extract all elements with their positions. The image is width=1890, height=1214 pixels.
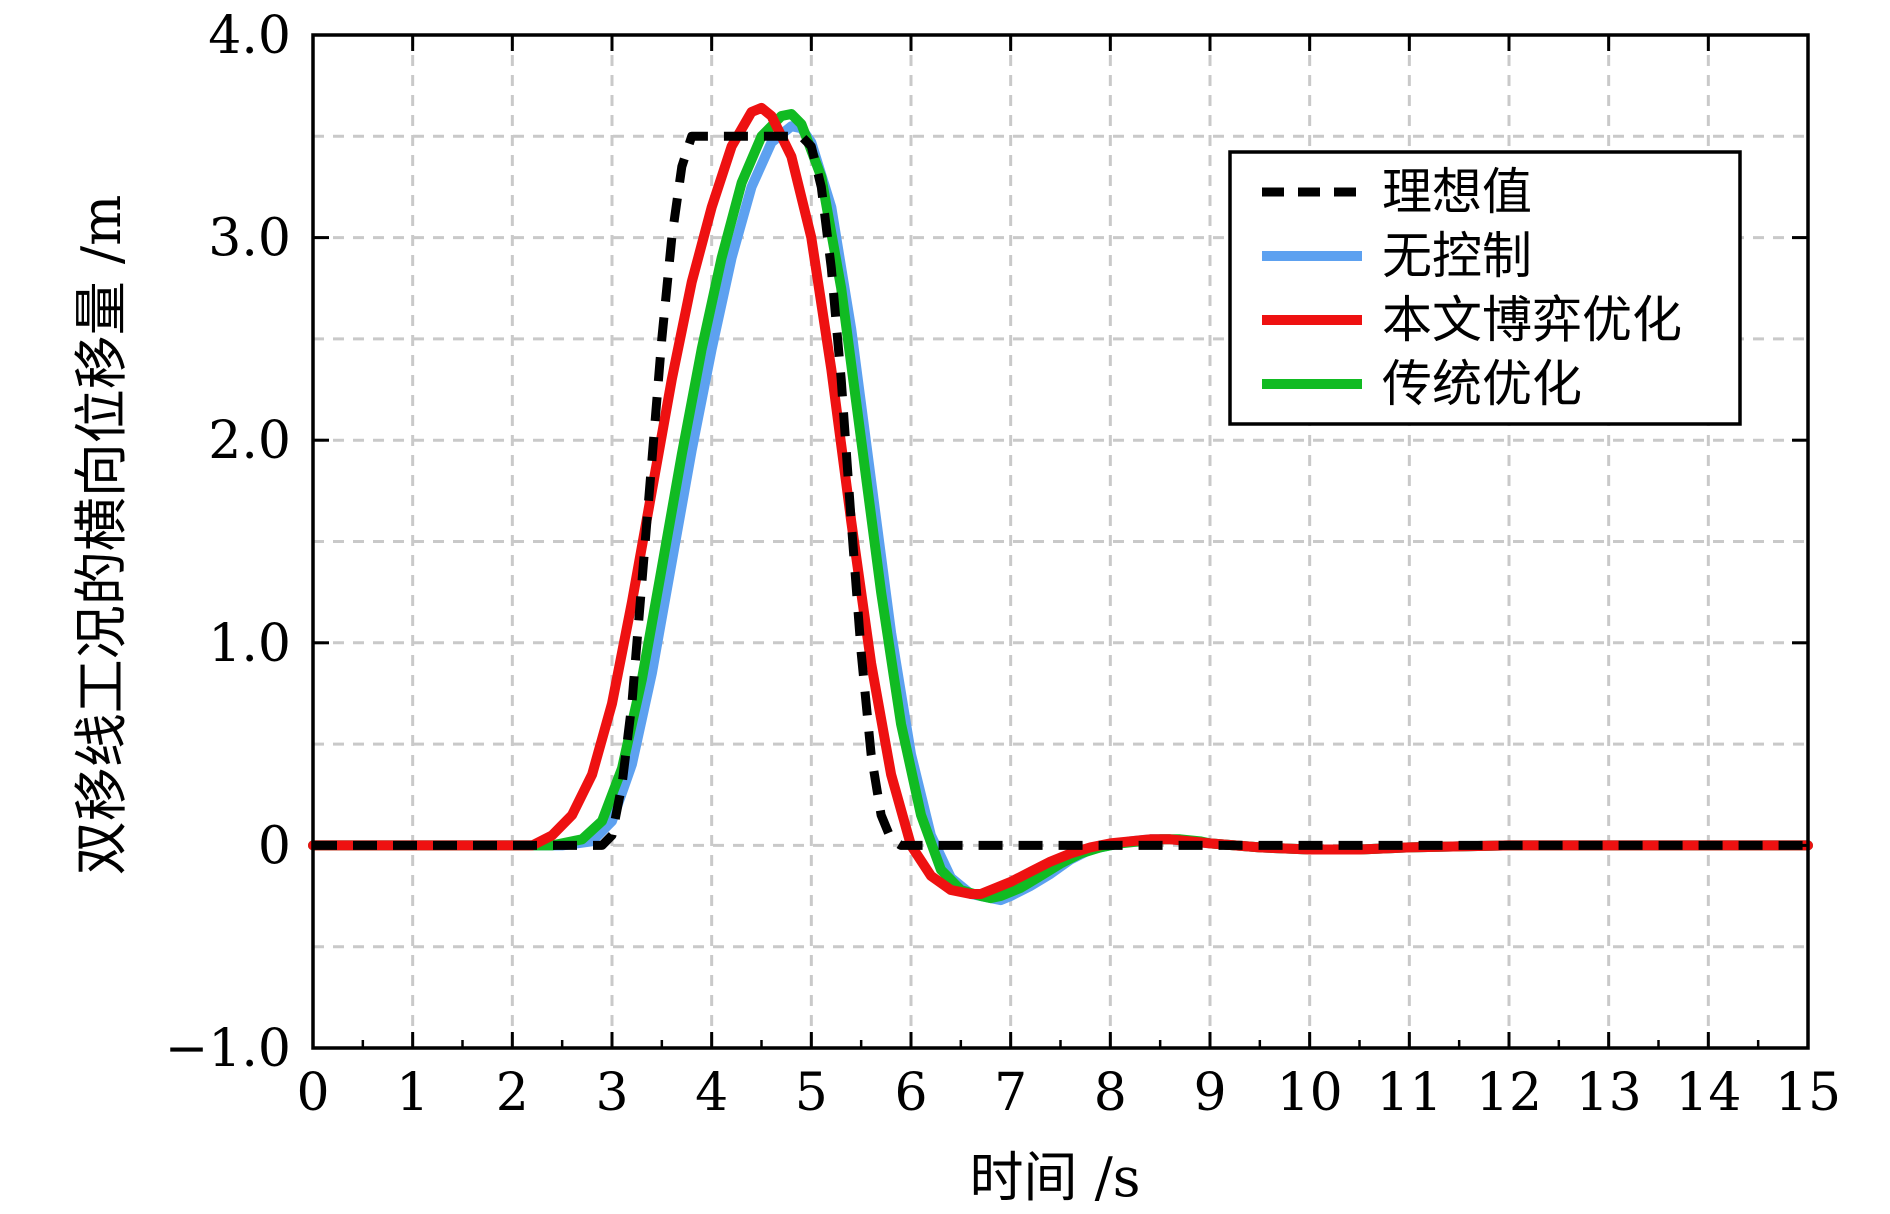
x-tick-label: 5 [795, 1063, 828, 1123]
x-tick-label: 13 [1576, 1063, 1642, 1123]
x-tick-label: 8 [1094, 1063, 1127, 1123]
x-tick-label: 9 [1193, 1063, 1226, 1123]
x-tick-label: 6 [894, 1063, 927, 1123]
x-tick-label: 3 [595, 1063, 628, 1123]
plot-series [308, 102, 1813, 906]
x-axis-title: 时间 /s [969, 1146, 1140, 1209]
y-tick-label: 2.0 [208, 411, 291, 471]
y-tick-label: 3.0 [208, 209, 291, 269]
tick-labels: 0 1 2 3 4 5 6 7 8 9 10 11 12 13 14 15−1.001.02.03.04.0 [165, 6, 1841, 1123]
y-tick-label: 1.0 [208, 614, 291, 674]
series-line-0 [313, 131, 1808, 850]
x-tick-label: 11 [1376, 1063, 1442, 1123]
y-tick-label: −1.0 [165, 1019, 291, 1079]
legend-box [1228, 150, 1742, 426]
legend-label-0: 理想值 [1382, 163, 1532, 221]
x-tick-label: 12 [1476, 1063, 1542, 1123]
y-axis-title: 双移线工况的横向位移量 /m [70, 195, 133, 876]
x-tick-label: 1 [396, 1063, 429, 1123]
x-tick-label: 15 [1775, 1063, 1841, 1123]
legend-label-3: 传统优化 [1382, 355, 1582, 413]
x-tick-label: 10 [1277, 1063, 1343, 1123]
y-tick-label: 4.0 [208, 6, 291, 66]
x-tick-label: 2 [496, 1063, 529, 1123]
x-tick-label: 4 [695, 1063, 728, 1123]
legend-label-2: 本文博弈优化 [1382, 291, 1682, 349]
legend-label-1: 无控制 [1382, 227, 1532, 285]
x-tick-label: 0 [296, 1063, 329, 1123]
axis-ticks [311, 33, 1810, 1050]
x-tick-label: 7 [994, 1063, 1027, 1123]
x-tick-label: 14 [1675, 1063, 1741, 1123]
y-tick-label: 0 [258, 816, 291, 876]
